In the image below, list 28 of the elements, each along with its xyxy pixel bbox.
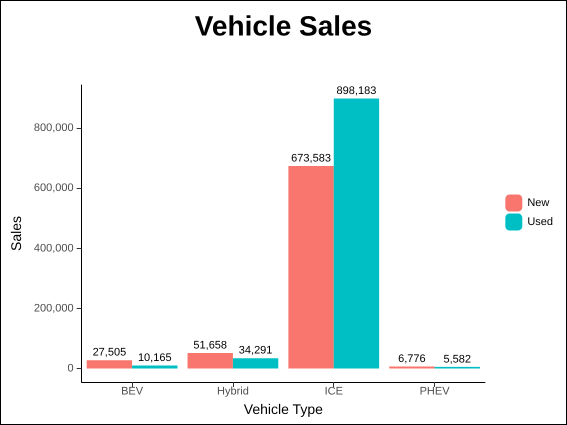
x-axis-title: Vehicle Type (244, 401, 324, 417)
x-tick-label: ICE (324, 386, 343, 398)
data-label: 27,505 (92, 346, 126, 359)
data-label: 5,582 (444, 353, 472, 366)
legend-label: New (527, 197, 550, 209)
data-label: 34,291 (238, 344, 272, 357)
bar (288, 166, 334, 368)
x-tick-label: PHEV (420, 386, 450, 398)
chart-title: Vehicle Sales (194, 10, 372, 42)
y-tick-label: 600,000 (34, 182, 74, 194)
y-tick-label: 200,000 (34, 302, 74, 314)
y-axis-title: Sales (8, 216, 24, 252)
legend-label: Used (527, 216, 554, 228)
data-label: 51,658 (193, 339, 228, 352)
x-tick-label: BEV (121, 386, 144, 398)
y-tick-label: 800,000 (34, 122, 74, 134)
bar (132, 365, 178, 368)
bar (86, 360, 132, 368)
data-label: 10,165 (138, 352, 172, 364)
data-label: 898,183 (336, 85, 376, 97)
x-tick-label: Hybrid (217, 386, 249, 398)
bar (334, 98, 380, 368)
data-label: 6,776 (398, 352, 426, 365)
y-tick-label: 400,000 (34, 242, 74, 254)
bar (188, 352, 233, 368)
y-tick-label: 0 (68, 362, 74, 374)
bar (232, 358, 278, 368)
data-label: 673,583 (291, 152, 331, 165)
